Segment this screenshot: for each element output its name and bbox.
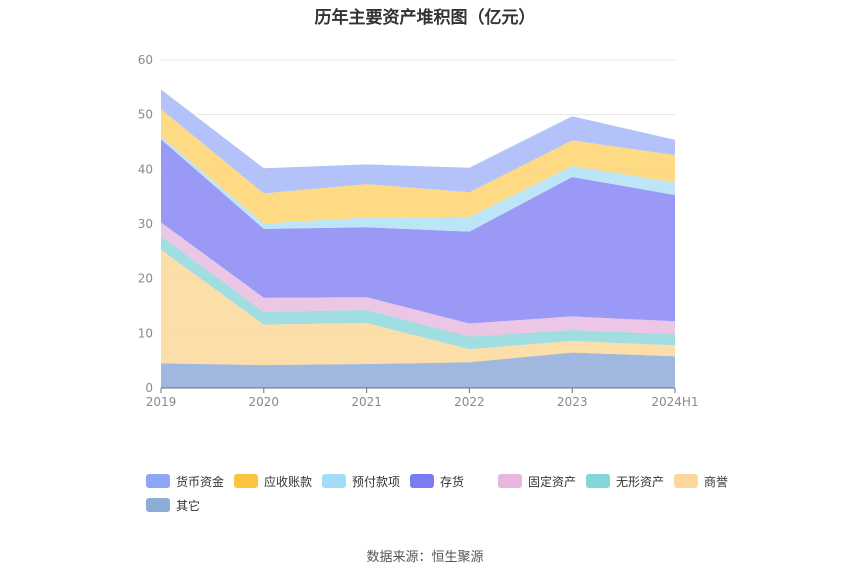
legend-label: 固定资产: [528, 474, 577, 489]
y-tick-label: 0: [145, 381, 153, 395]
legend-swatch: [322, 474, 346, 488]
legend-label: 存货: [440, 474, 465, 489]
x-tick-label: 2019: [146, 395, 177, 409]
legend-item[interactable]: 商誉: [674, 473, 728, 489]
legend-label: 货币资金: [176, 474, 225, 489]
legend-swatch: [410, 474, 434, 488]
data-source: 数据来源：恒生聚源: [366, 550, 484, 565]
legend-item[interactable]: 无形资产: [586, 473, 664, 489]
legend-swatch: [586, 474, 610, 488]
area-series-0: [161, 352, 675, 388]
area-series-6: [161, 109, 675, 224]
area-series-1: [161, 249, 675, 366]
legend-label: 商誉: [704, 474, 729, 489]
legend-label: 预付款项: [352, 474, 401, 489]
y-tick-label: 20: [138, 272, 153, 286]
x-tick-label: 2024H1: [651, 395, 698, 409]
area-series-4: [161, 139, 675, 324]
legend-swatch: [234, 474, 258, 488]
legend-item[interactable]: 货币资金: [146, 473, 224, 489]
x-tick-label: 2020: [249, 395, 280, 409]
legend-label: 无形资产: [616, 474, 665, 489]
chart-title: 历年主要资产堆积图（亿元）: [314, 8, 536, 28]
y-tick-label: 50: [138, 108, 153, 122]
y-tick-label: 60: [138, 53, 153, 67]
y-tick-label: 10: [138, 326, 153, 340]
legend-label: 其它: [176, 498, 201, 513]
area-series-2: [161, 236, 675, 350]
legend-swatch: [674, 474, 698, 488]
legend-swatch: [498, 474, 522, 488]
legend-item[interactable]: 固定资产: [498, 473, 576, 489]
x-tick-label: 2022: [454, 395, 485, 409]
y-tick-label: 30: [138, 217, 153, 231]
legend-item[interactable]: 存货: [410, 473, 464, 489]
legend-item[interactable]: 应收账款: [234, 473, 312, 489]
y-tick-label: 40: [138, 162, 153, 176]
legend-label: 应收账款: [264, 474, 313, 489]
legend-item[interactable]: 其它: [146, 497, 200, 513]
area-series-3: [161, 222, 675, 337]
x-tick-label: 2021: [351, 395, 382, 409]
legend-swatch: [146, 498, 170, 512]
legend-item[interactable]: 预付款项: [322, 473, 400, 489]
area-series-7: [161, 89, 675, 194]
legend-swatch: [146, 474, 170, 488]
x-tick-label: 2023: [557, 395, 588, 409]
